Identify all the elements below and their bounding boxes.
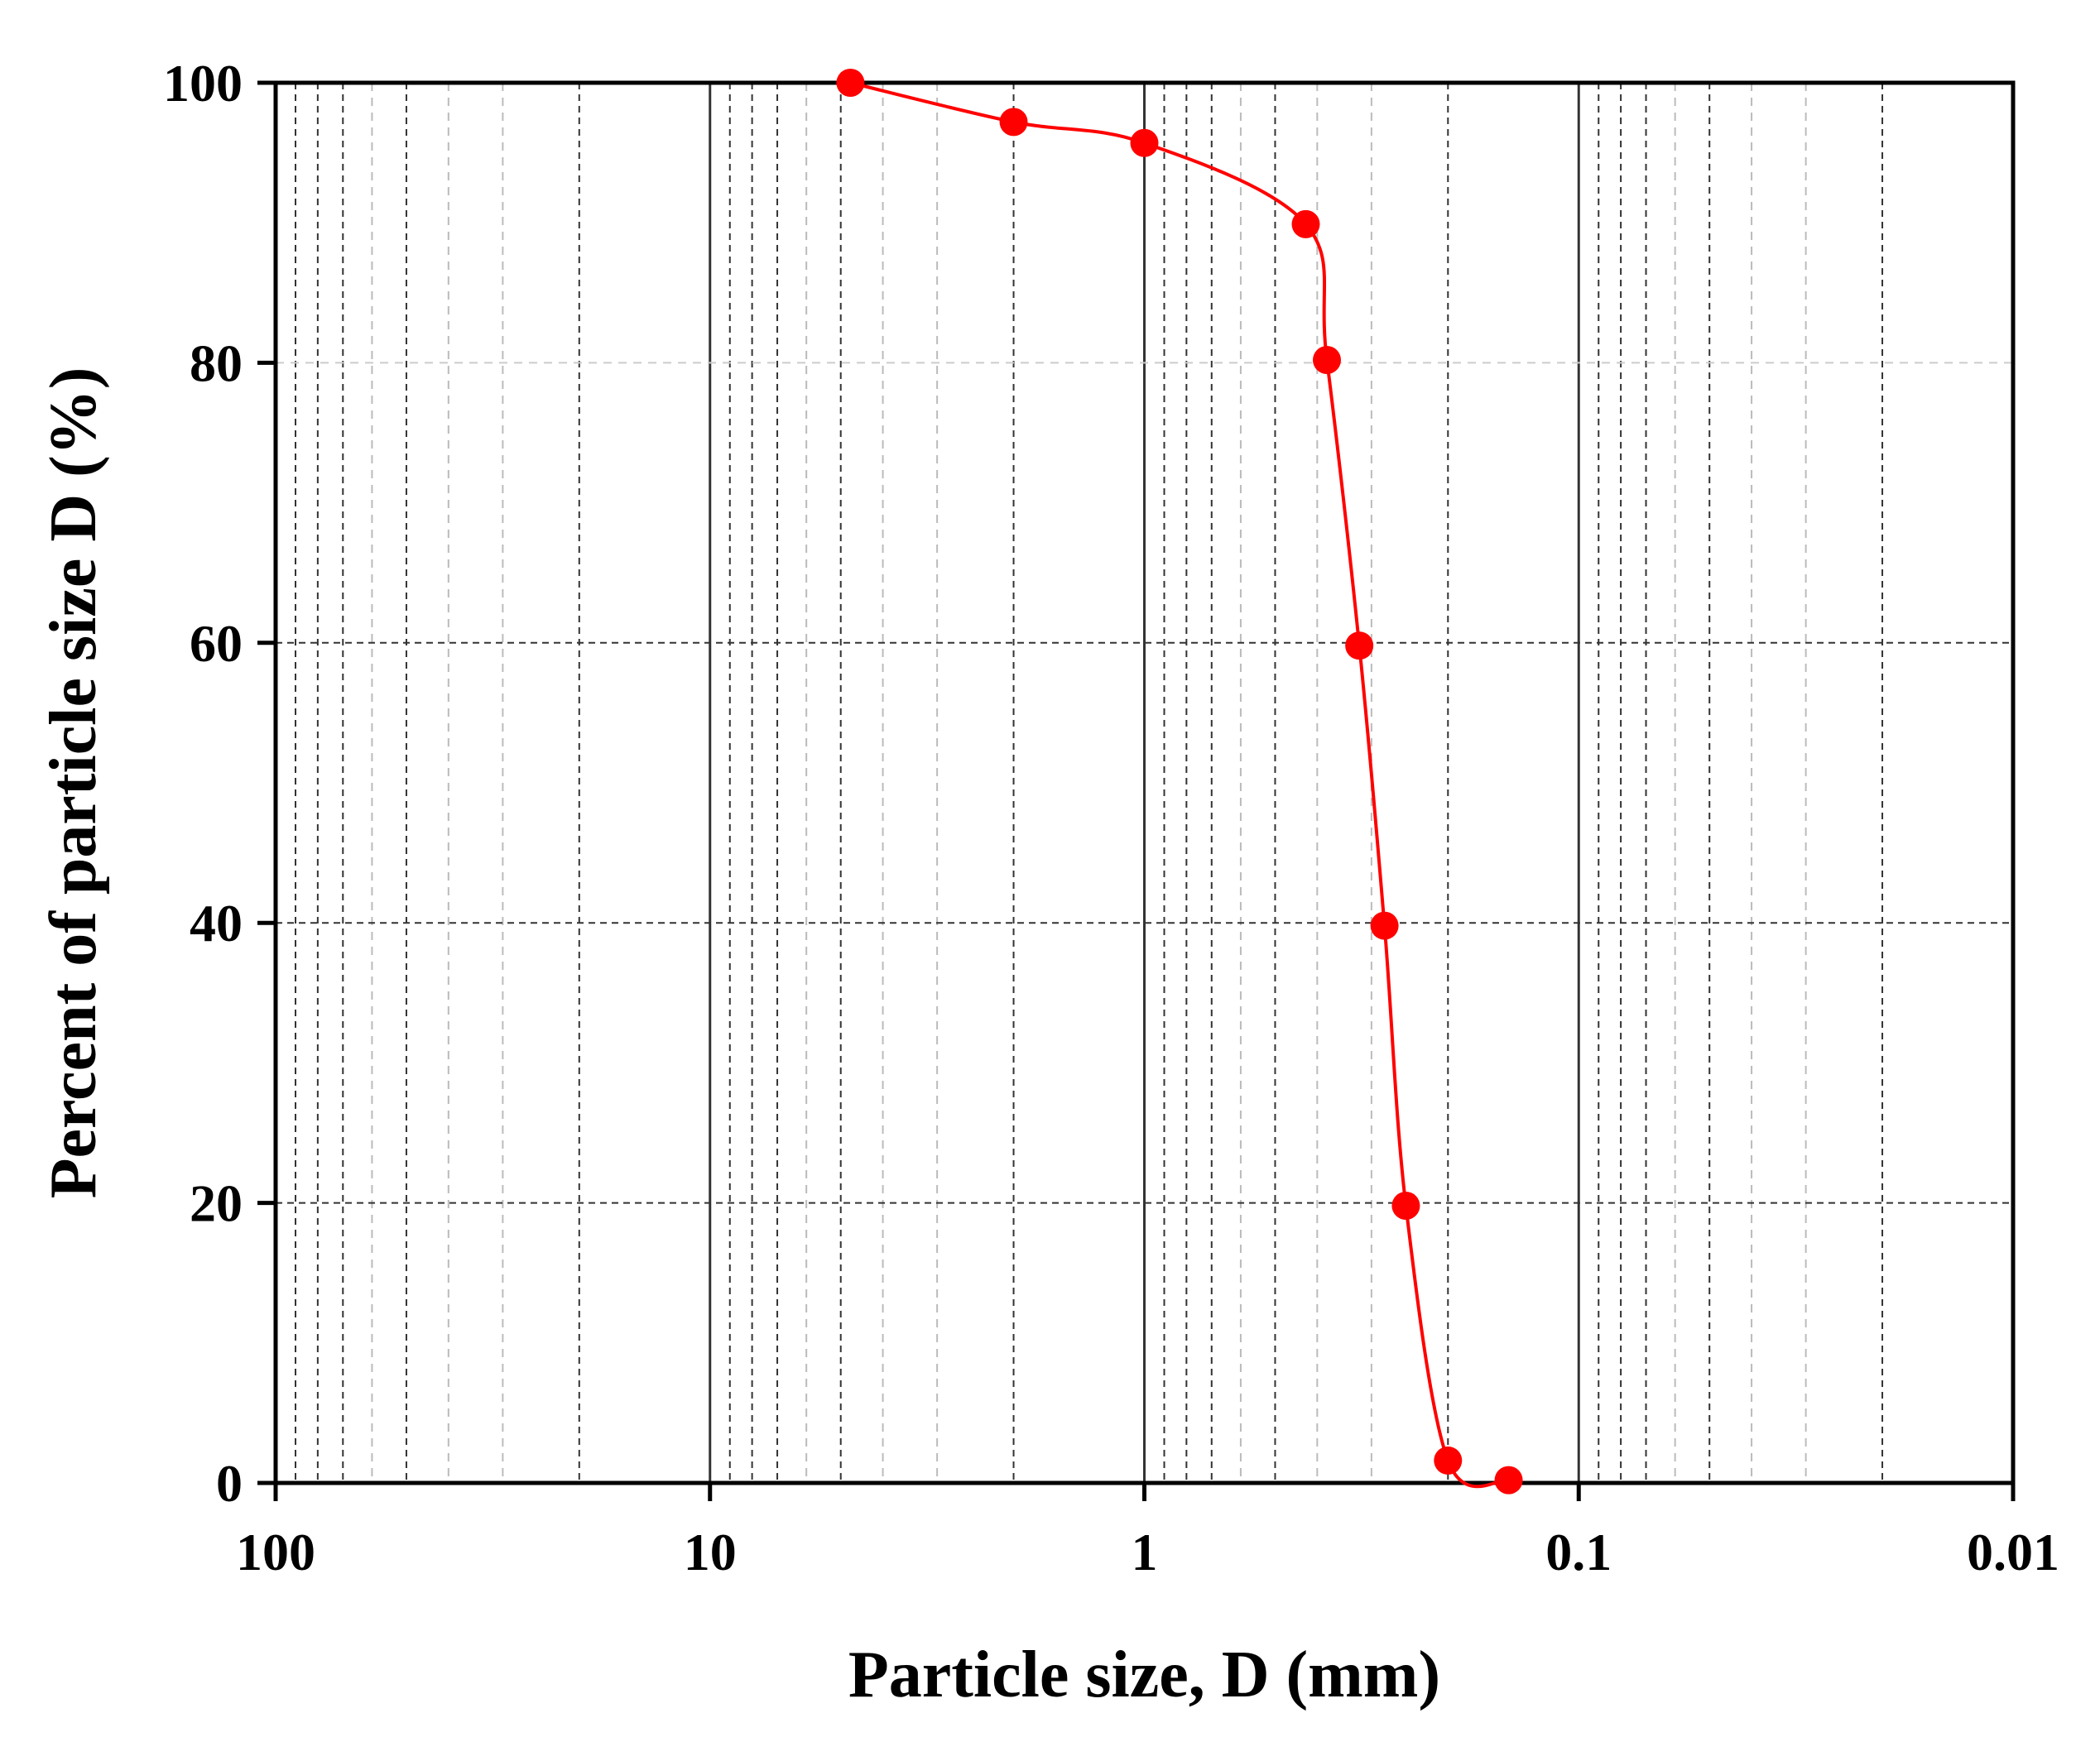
x-tick-label: 100 bbox=[236, 1523, 315, 1581]
x-axis-title: Particle size, D (mm) bbox=[848, 1639, 1440, 1711]
y-tick-label: 20 bbox=[190, 1174, 243, 1233]
x-tick-label: 0.1 bbox=[1545, 1523, 1612, 1581]
data-point bbox=[1345, 631, 1374, 660]
data-point bbox=[1313, 346, 1342, 375]
series bbox=[836, 69, 1523, 1495]
y-tick-label: 0 bbox=[216, 1454, 243, 1513]
y-tick-label: 60 bbox=[190, 614, 243, 673]
series-line bbox=[849, 81, 1510, 1489]
data-point bbox=[1291, 209, 1320, 238]
x-tick-label: 10 bbox=[684, 1523, 737, 1581]
y-tick-label: 100 bbox=[163, 54, 243, 113]
data-point bbox=[1130, 128, 1159, 157]
y-tick-label: 40 bbox=[190, 894, 243, 952]
grid bbox=[274, 83, 2015, 1483]
data-point bbox=[1370, 911, 1399, 940]
data-point bbox=[999, 108, 1028, 137]
tick-labels: 100 10 1 0.1 0.01 0 20 40 60 80 100 bbox=[163, 54, 2059, 1581]
y-tick-label: 80 bbox=[190, 333, 243, 392]
axes bbox=[257, 80, 2016, 1501]
x-tick-label: 0.01 bbox=[1967, 1523, 2059, 1581]
y-axis-title: Percent of particle size D (%) bbox=[37, 367, 110, 1199]
data-point bbox=[1391, 1191, 1420, 1220]
data-point bbox=[1494, 1466, 1523, 1495]
data-point bbox=[836, 69, 865, 97]
x-tick-label: 1 bbox=[1132, 1523, 1158, 1581]
data-point bbox=[1434, 1446, 1463, 1475]
